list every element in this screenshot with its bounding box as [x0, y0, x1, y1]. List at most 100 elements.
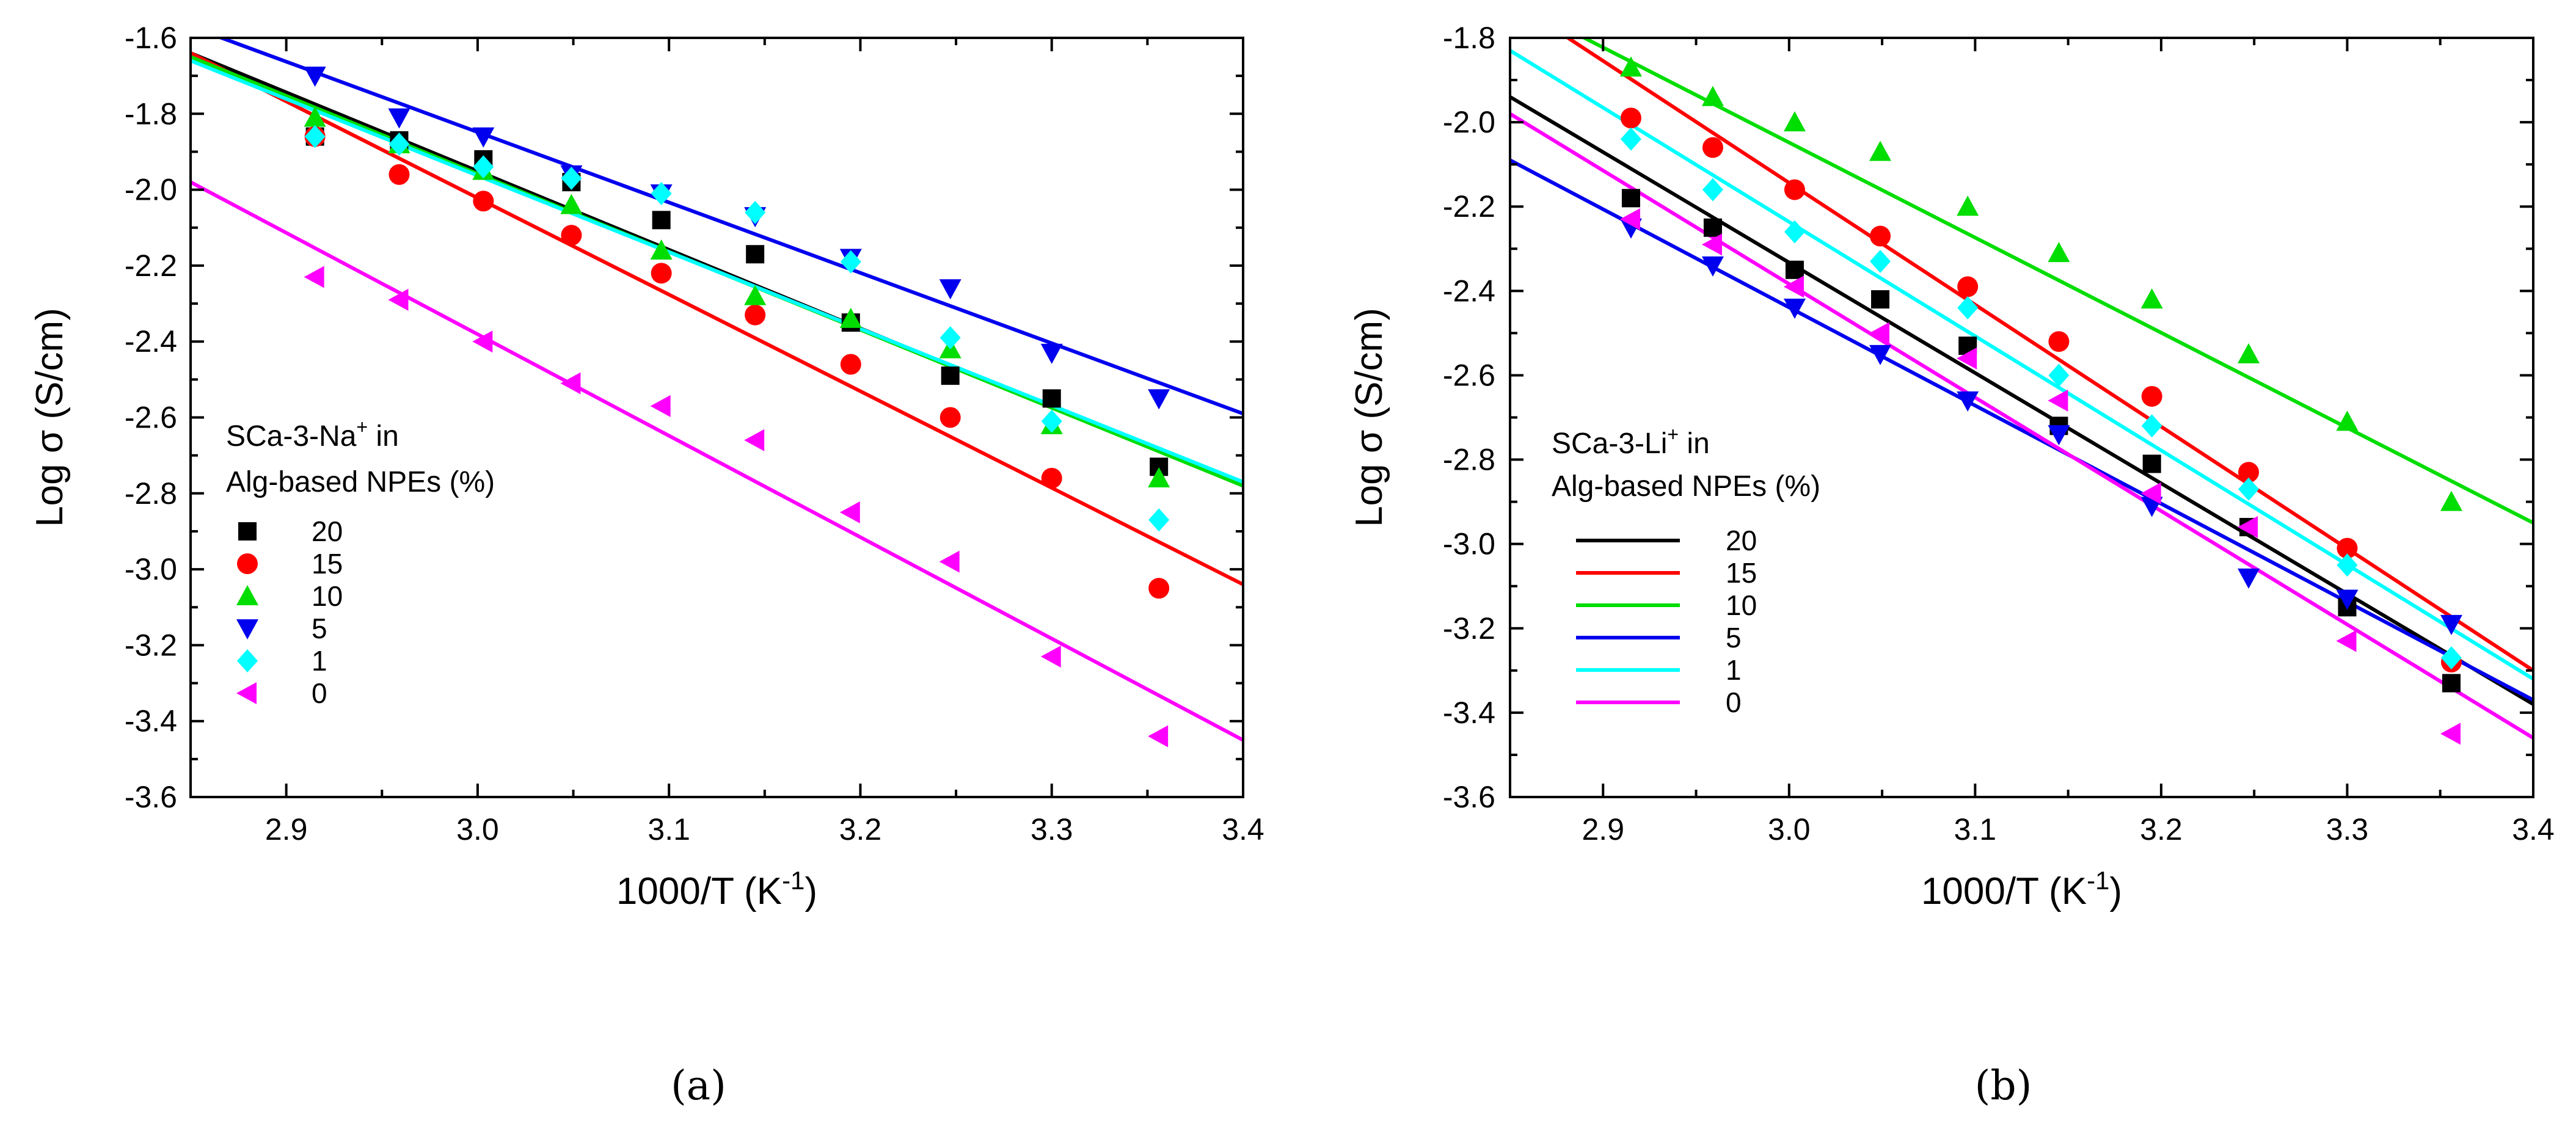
legend-label-5: 5 — [312, 613, 327, 644]
data-point-10-4 — [1957, 195, 1979, 216]
y-tick-label: -3.4 — [1443, 696, 1495, 730]
data-point-10-0 — [1619, 56, 1642, 77]
data-point-0-6 — [839, 501, 860, 523]
legend-label-5: 5 — [1726, 622, 1742, 654]
data-point-1-3 — [1870, 249, 1891, 273]
legend-label-0: 0 — [1726, 686, 1742, 718]
data-point-1-4 — [651, 181, 672, 205]
data-point-10-0 — [304, 106, 326, 127]
data-point-5-4 — [1957, 391, 1979, 412]
y-tick-label: -2.2 — [1443, 189, 1495, 224]
x-tick-label: 2.9 — [1582, 812, 1625, 846]
y-tick-label: -1.8 — [1443, 21, 1495, 55]
legend-marker-0 — [236, 682, 257, 704]
data-point-5-2 — [1783, 298, 1806, 319]
legend-label-1: 1 — [1726, 654, 1742, 686]
data-point-5-0 — [304, 67, 326, 87]
data-point-15-9 — [1148, 578, 1170, 599]
fit-line-1 — [191, 59, 1243, 484]
x-tick-label: 3.3 — [1031, 812, 1073, 846]
data-point-15-4 — [651, 263, 672, 284]
data-point-1-2 — [473, 155, 494, 179]
data-point-10-6 — [839, 307, 862, 328]
data-point-20-2 — [1785, 260, 1804, 279]
legend-title: SCa-3-Na+ in — [226, 416, 399, 453]
x-axis-label: 1000/T (K-1) — [616, 866, 817, 912]
data-point-0-2 — [472, 330, 493, 353]
fit-line-0 — [191, 180, 1243, 742]
legend-label-0: 0 — [312, 677, 327, 709]
y-tick-label: -2.6 — [125, 401, 177, 435]
legend-label-10: 10 — [312, 580, 343, 612]
data-point-5-2 — [472, 127, 495, 148]
data-point-1-9 — [2441, 646, 2462, 670]
fit-line-20 — [1510, 95, 2533, 706]
data-points — [304, 67, 1170, 748]
y-tick-label: -1.8 — [125, 96, 177, 131]
panel-b: 2.9 3.0 3.1 3.2 3.3 3.4 -3.6 -3.4 -3.2 -3.0 -2.8 -2… — [1348, 21, 2555, 1109]
data-point-1-5 — [2048, 363, 2070, 387]
x-tick-label: 2.9 — [265, 812, 308, 846]
data-point-15-0 — [1620, 107, 1641, 129]
fit-line-15 — [191, 51, 1243, 586]
data-point-0-7 — [939, 550, 960, 573]
x-tick-label: 3.4 — [1222, 812, 1264, 846]
x-tick-label: 3.2 — [2140, 812, 2183, 846]
data-point-0-4 — [1957, 347, 1977, 370]
data-point-15-1 — [389, 164, 410, 185]
data-point-5-8 — [1040, 343, 1063, 364]
x-tick-label: 3.1 — [1954, 812, 1997, 846]
data-point-10-4 — [650, 239, 673, 260]
data-point-0-5 — [744, 429, 765, 451]
data-point-1-8 — [1041, 409, 1062, 433]
data-point-10-8 — [2336, 410, 2359, 431]
legend-label-20: 20 — [1726, 525, 1757, 556]
legend-marker-15 — [237, 553, 258, 574]
panel-caption: (a) — [671, 1062, 726, 1109]
data-point-15-6 — [2141, 385, 2162, 407]
data-point-0-5 — [2048, 389, 2068, 412]
data-point-20-8 — [1042, 389, 1061, 408]
data-point-15-3 — [561, 225, 582, 246]
data-point-10-1 — [1701, 86, 1724, 106]
legend-label-15: 15 — [1726, 557, 1757, 589]
data-point-20-6 — [2142, 454, 2161, 473]
fit-line-5 — [216, 38, 1243, 416]
data-point-0-1 — [1701, 233, 1722, 256]
legend-marker-20 — [238, 522, 257, 541]
data-point-10-3 — [1869, 140, 1892, 161]
y-tick-label: -2.0 — [125, 173, 177, 207]
data-point-1-7 — [2238, 477, 2260, 501]
data-point-0-7 — [2238, 516, 2258, 539]
x-axis-label: 1000/T (K-1) — [1921, 866, 2122, 912]
y-tick-label: -2.8 — [1443, 443, 1495, 477]
y-axis-label: Log σ (S/cm) — [1348, 308, 1390, 527]
legend-subtitle: Alg-based NPEs (%) — [226, 466, 495, 498]
data-point-15-5 — [745, 304, 766, 326]
legend-label-20: 20 — [312, 515, 343, 547]
data-point-5-1 — [388, 108, 410, 129]
data-point-10-7 — [2238, 343, 2260, 363]
data-point-15-5 — [2048, 331, 2070, 352]
data-point-0-0 — [304, 266, 324, 288]
legend-label-10: 10 — [1726, 589, 1757, 621]
data-point-15-4 — [1957, 276, 1979, 297]
data-point-20-4 — [652, 211, 671, 230]
y-tick-label: -3.6 — [125, 780, 177, 814]
data-point-15-7 — [940, 407, 961, 428]
fit-line-15 — [1564, 38, 2533, 672]
data-point-1-2 — [1784, 220, 1805, 244]
data-point-5-5 — [2048, 425, 2070, 446]
data-point-1-4 — [1957, 296, 1979, 319]
x-tick-label: 3.3 — [2326, 812, 2369, 846]
data-point-5-9 — [2440, 614, 2462, 635]
data-point-1-6 — [840, 250, 861, 274]
fit-line-1 — [1510, 49, 2533, 681]
data-point-1-7 — [940, 326, 961, 349]
panel-a: 2.9 3.0 3.1 3.2 3.3 3.4 -3.6 -3.4 -3.2 -3.0 -2.8 -2… — [29, 21, 1264, 1109]
data-point-1-1 — [389, 133, 410, 156]
data-point-20-1 — [1703, 218, 1722, 237]
panel-caption: (b) — [1975, 1062, 2032, 1109]
legend-subtitle: Alg-based NPEs (%) — [1552, 470, 1820, 503]
